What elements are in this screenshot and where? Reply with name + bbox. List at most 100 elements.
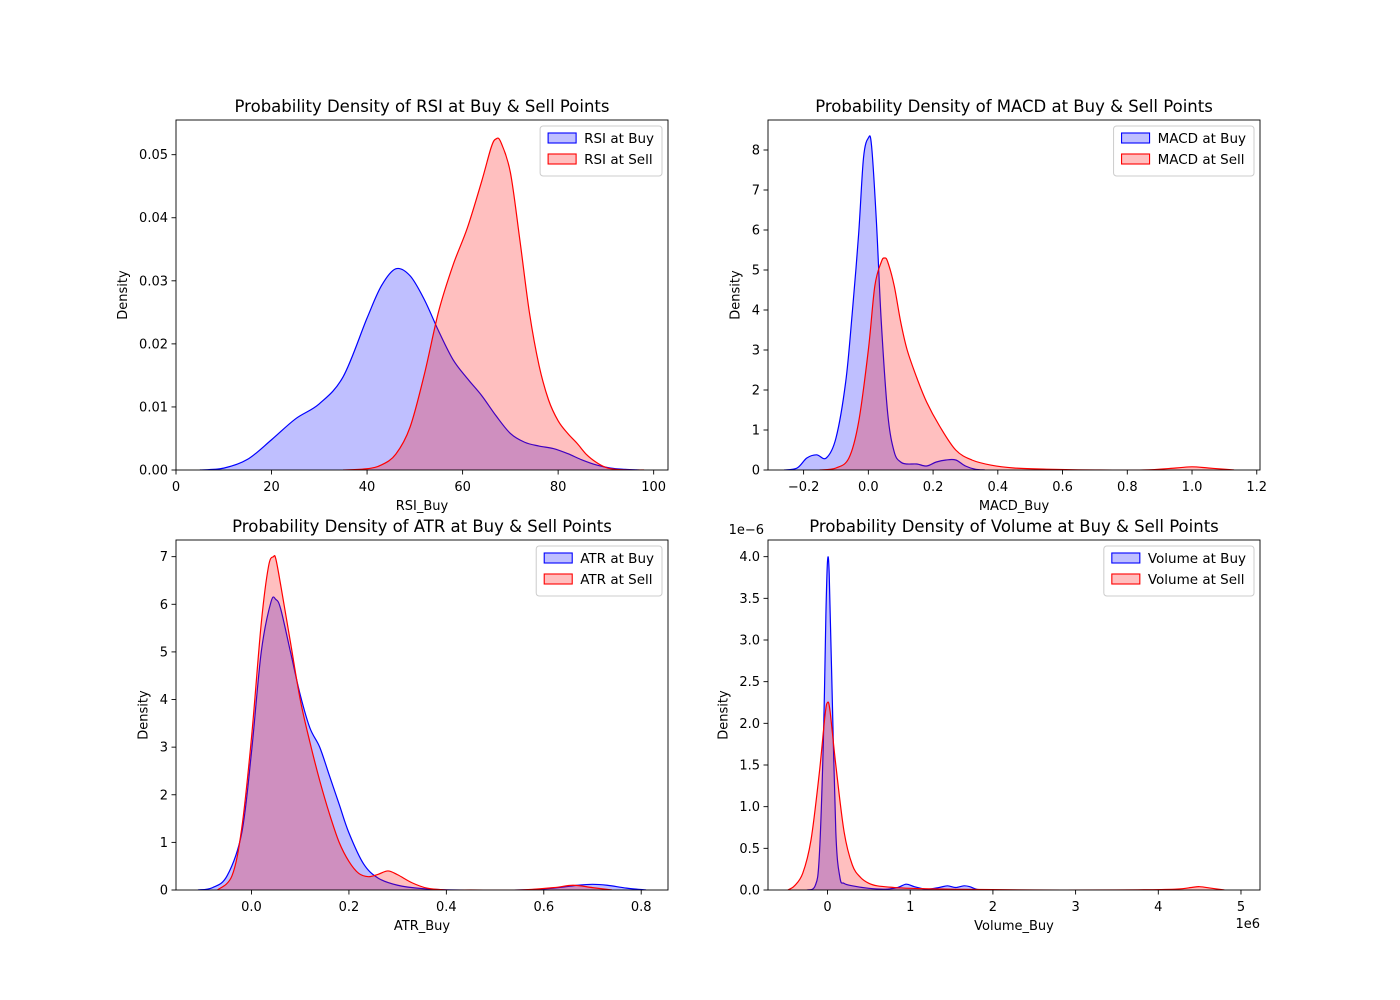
series-line-2 — [216, 555, 613, 890]
x-tick-label: −0.2 — [788, 480, 820, 495]
y-tick-label: 0.00 — [139, 464, 168, 479]
legend-label: MACD at Buy — [1158, 131, 1246, 147]
x-tick-label: 1.2 — [1246, 480, 1267, 495]
x-tick-label: 0.2 — [923, 480, 944, 495]
series-line-2 — [819, 257, 1235, 470]
series-area-1 — [784, 135, 985, 470]
legend-swatch — [547, 132, 577, 144]
legend-swatch — [1121, 153, 1151, 165]
x-tick-label: 0.4 — [436, 900, 457, 915]
chart-panel-2: −0.2 0.0 0.2 0.4 0.6 0.8 1.0 1.2 0 1 2 3 4 5 6 7 8 Probab… — [729, 97, 1267, 514]
plot-frame — [767, 119, 1261, 471]
legend-swatch — [547, 153, 577, 165]
series-area-2 — [343, 138, 645, 470]
series-area-2 — [787, 702, 1225, 890]
y-tick-label: 0 — [752, 464, 760, 479]
y-tick-label: 5 — [752, 264, 760, 279]
y-tick-label: 6 — [160, 598, 168, 613]
series-line-1 — [784, 135, 985, 470]
legend: MACD at Buy MACD at Sell — [1113, 125, 1255, 177]
legend-swatch — [1121, 132, 1151, 144]
y-tick-label: 7 — [160, 550, 168, 565]
x-offset-label: 1e6 — [1235, 917, 1260, 932]
series-line-2 — [343, 137, 645, 470]
chart-title: Probability Density of Volume at Buy & S… — [809, 517, 1219, 536]
y-tick-label: 0.5 — [739, 842, 760, 857]
x-tick-label: 0.4 — [987, 480, 1008, 495]
x-tick-label: 3 — [1071, 900, 1079, 915]
x-tick-label: 0 — [823, 900, 831, 915]
y-tick-label: 2 — [160, 788, 168, 803]
y-tick-label: 1 — [752, 424, 760, 439]
legend-label: ATR at Sell — [580, 572, 652, 588]
x-tick-label: 0.8 — [631, 900, 652, 915]
y-tick-label: 4 — [160, 693, 168, 708]
y-tick-label: 2.0 — [739, 717, 760, 732]
y-tick-label: 0.03 — [139, 274, 168, 289]
plot-frame — [175, 119, 669, 471]
chart-panel-1: 0 20 40 60 80 100 0.00 0.01 0.02 0.03 0.04 0.05 Prob… — [116, 97, 669, 514]
y-axis-label: Density — [116, 270, 131, 320]
legend-swatch — [1111, 573, 1141, 585]
x-tick-label: 0.6 — [1052, 480, 1073, 495]
series-area-2 — [217, 555, 612, 890]
x-tick-label: 80 — [550, 480, 567, 495]
legend-label: RSI at Sell — [584, 152, 652, 168]
y-tick-label: 8 — [752, 144, 760, 159]
series-line-1 — [197, 596, 647, 890]
x-axis-label: MACD_Buy — [979, 499, 1050, 514]
y-tick-label: 5 — [160, 645, 168, 660]
y-tick-label: 0 — [160, 884, 168, 899]
series-line-1 — [199, 267, 640, 470]
series-line-2 — [787, 701, 1225, 890]
chart-title: Probability Density of RSI at Buy & Sell… — [235, 97, 610, 116]
y-multiplier-label: 1e−6 — [729, 523, 764, 538]
legend: ATR at Buy ATR at Sell — [535, 545, 663, 597]
plot-frame — [175, 539, 669, 891]
y-tick-label: 2.5 — [739, 675, 760, 690]
x-axis-label: RSI_Buy — [396, 499, 449, 514]
x-tick-label: 4 — [1154, 900, 1162, 915]
chart-panel-3: 0.0 0.2 0.4 0.6 0.8 0 1 2 3 4 5 6 7 Probability Densi… — [137, 517, 669, 934]
series-area-1 — [806, 556, 985, 890]
plot-frame — [767, 539, 1261, 891]
legend: RSI at Buy RSI at Sell — [539, 125, 663, 177]
y-axis-label: Density — [716, 690, 731, 740]
legend-swatch — [543, 573, 573, 585]
x-tick-label: 0.2 — [339, 900, 360, 915]
y-tick-label: 0.05 — [139, 148, 168, 163]
y-tick-label: 0.0 — [739, 884, 760, 899]
y-tick-label: 1.5 — [739, 759, 760, 774]
x-tick-label: 5 — [1237, 900, 1245, 915]
x-tick-label: 0.6 — [533, 900, 554, 915]
legend-swatch — [543, 552, 573, 564]
x-tick-label: 1.0 — [1182, 480, 1203, 495]
legend-box — [1103, 545, 1255, 597]
y-tick-label: 0.01 — [139, 400, 168, 415]
x-axis-label: ATR_Buy — [394, 919, 451, 934]
x-tick-label: 40 — [359, 480, 376, 495]
series-area-2 — [819, 257, 1235, 470]
chart-title: Probability Density of ATR at Buy & Sell… — [232, 517, 612, 536]
x-tick-label: 0.0 — [858, 480, 879, 495]
y-tick-label: 2 — [752, 384, 760, 399]
legend-label: Volume at Sell — [1148, 572, 1245, 588]
y-tick-label: 7 — [752, 184, 760, 199]
y-axis-label: Density — [137, 690, 152, 740]
y-tick-label: 0.04 — [139, 211, 168, 226]
x-tick-label: 0 — [172, 480, 180, 495]
legend-label: RSI at Buy — [584, 131, 654, 147]
x-tick-label: 60 — [454, 480, 471, 495]
y-tick-label: 1 — [160, 836, 168, 851]
y-tick-label: 0.02 — [139, 337, 168, 352]
legend-swatch — [1111, 552, 1141, 564]
y-tick-label: 1.0 — [739, 800, 760, 815]
legend-label: Volume at Buy — [1148, 551, 1246, 567]
x-tick-label: 100 — [641, 480, 666, 495]
x-tick-label: 2 — [989, 900, 997, 915]
y-tick-label: 3.5 — [739, 592, 760, 607]
legend-label: ATR at Buy — [580, 551, 654, 567]
y-tick-label: 6 — [752, 224, 760, 239]
y-tick-label: 3 — [160, 741, 168, 756]
y-tick-label: 4 — [752, 304, 760, 319]
